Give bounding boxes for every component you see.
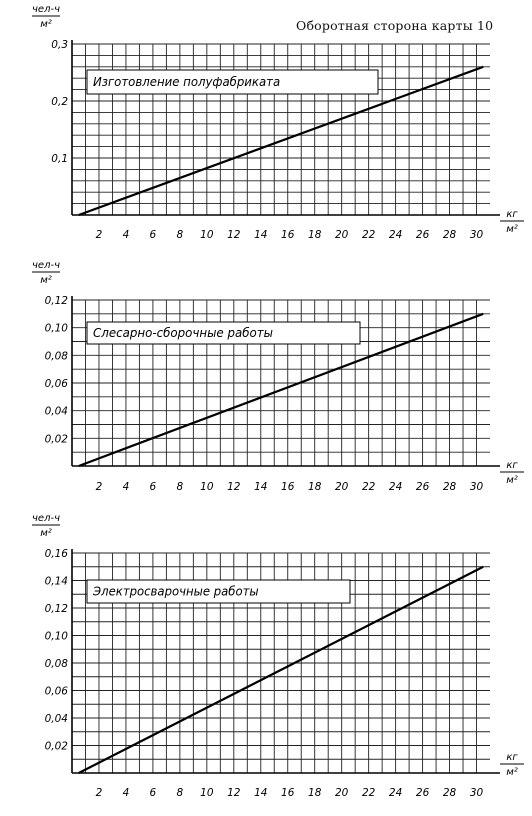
x-tick-label: 30 [470, 787, 484, 799]
x-tick-label: 24 [389, 229, 402, 241]
y-unit-numerator: чел-ч [32, 4, 60, 15]
x-unit-denominator: м² [506, 475, 518, 486]
x-tick-label: 8 [177, 229, 184, 241]
x-tick-label: 6 [150, 481, 157, 493]
x-tick-label: 10 [200, 787, 214, 799]
x-tick-label: 20 [335, 481, 349, 493]
y-unit-denominator: м² [40, 528, 52, 539]
y-tick-label: 0,12 [45, 295, 69, 307]
x-tick-label: 14 [254, 787, 267, 799]
y-tick-label: 0,06 [45, 378, 69, 390]
x-tick-label: 18 [308, 787, 322, 799]
x-tick-label: 26 [416, 481, 430, 493]
x-tick-label: 12 [227, 229, 241, 241]
x-tick-label: 12 [227, 481, 241, 493]
x-tick-label: 4 [123, 481, 130, 493]
x-tick-label: 2 [96, 229, 103, 241]
x-tick-label: 4 [123, 787, 130, 799]
x-tick-label: 22 [362, 481, 376, 493]
x-tick-label: 6 [150, 787, 157, 799]
y-tick-label: 0,10 [45, 323, 69, 335]
x-tick-label: 24 [389, 787, 402, 799]
x-tick-label: 8 [177, 481, 184, 493]
y-tick-label: 0,08 [45, 658, 69, 670]
x-tick-label: 10 [200, 229, 214, 241]
x-tick-label: 24 [389, 481, 402, 493]
x-tick-label: 26 [416, 787, 430, 799]
title-box [86, 321, 361, 345]
x-tick-label: 16 [281, 481, 295, 493]
y-tick-label: 0,02 [45, 741, 69, 753]
chart-title: Слесарно-сборочные работы [93, 326, 273, 340]
x-unit-denominator: м² [506, 224, 518, 235]
y-unit-numerator: чел-ч [32, 513, 60, 524]
x-tick-label: 18 [308, 481, 322, 493]
x-tick-label: 28 [443, 229, 457, 241]
x-tick-label: 26 [416, 229, 430, 241]
x-tick-label: 14 [254, 481, 267, 493]
x-tick-label: 22 [362, 787, 376, 799]
x-tick-label: 20 [335, 229, 349, 241]
y-unit-denominator: м² [40, 275, 52, 286]
y-tick-label: 0,12 [45, 603, 69, 615]
y-unit-numerator: чел-ч [32, 260, 60, 271]
y-tick-label: 0,04 [45, 406, 68, 418]
x-tick-label: 30 [470, 229, 484, 241]
x-tick-label: 20 [335, 787, 349, 799]
x-tick-label: 28 [443, 787, 457, 799]
y-tick-label: 0,08 [45, 350, 69, 362]
y-tick-label: 0,16 [45, 548, 69, 560]
y-tick-label: 0,1 [51, 153, 68, 165]
x-tick-label: 28 [443, 481, 457, 493]
x-tick-label: 2 [96, 787, 103, 799]
x-tick-label: 4 [123, 229, 130, 241]
x-unit-numerator: кг [506, 752, 518, 763]
series-line [78, 312, 484, 468]
chart-title: Изготовление полуфабриката [93, 75, 280, 89]
x-unit-denominator: м² [506, 767, 518, 778]
y-tick-label: 0,3 [51, 39, 68, 51]
x-tick-label: 8 [177, 787, 184, 799]
x-tick-label: 30 [470, 481, 484, 493]
x-unit-numerator: кг [506, 209, 518, 220]
title-box [86, 69, 379, 95]
y-tick-label: 0,10 [45, 631, 69, 643]
x-tick-label: 14 [254, 229, 267, 241]
series-line [78, 565, 484, 774]
y-tick-label: 0,04 [45, 713, 68, 725]
x-tick-label: 16 [281, 229, 295, 241]
chart-2: Слесарно-сборочные работы 0,02 0,04 0,06 0,0… [32, 260, 524, 493]
chart-title: Электросварочные работы [92, 585, 259, 599]
x-tick-label: 12 [227, 787, 241, 799]
x-tick-label: 6 [150, 229, 157, 241]
x-tick-label: 10 [200, 481, 214, 493]
x-tick-label: 2 [96, 481, 103, 493]
chart-3: Электросварочные работы 0,02 0,04 0,06 0,08 0… [32, 513, 524, 799]
y-unit-denominator: м² [40, 19, 52, 30]
y-tick-label: 0,02 [45, 433, 69, 445]
x-unit-numerator: кг [506, 460, 518, 471]
x-tick-label: 16 [281, 787, 295, 799]
x-tick-label: 22 [362, 229, 376, 241]
title-box [86, 579, 351, 604]
y-tick-label: 0,2 [51, 96, 68, 108]
page-header: Оборотная сторона карты 10 [296, 18, 494, 33]
y-tick-label: 0,14 [45, 576, 68, 588]
series-line [78, 65, 484, 217]
y-tick-label: 0,06 [45, 686, 69, 698]
x-tick-label: 18 [308, 229, 322, 241]
